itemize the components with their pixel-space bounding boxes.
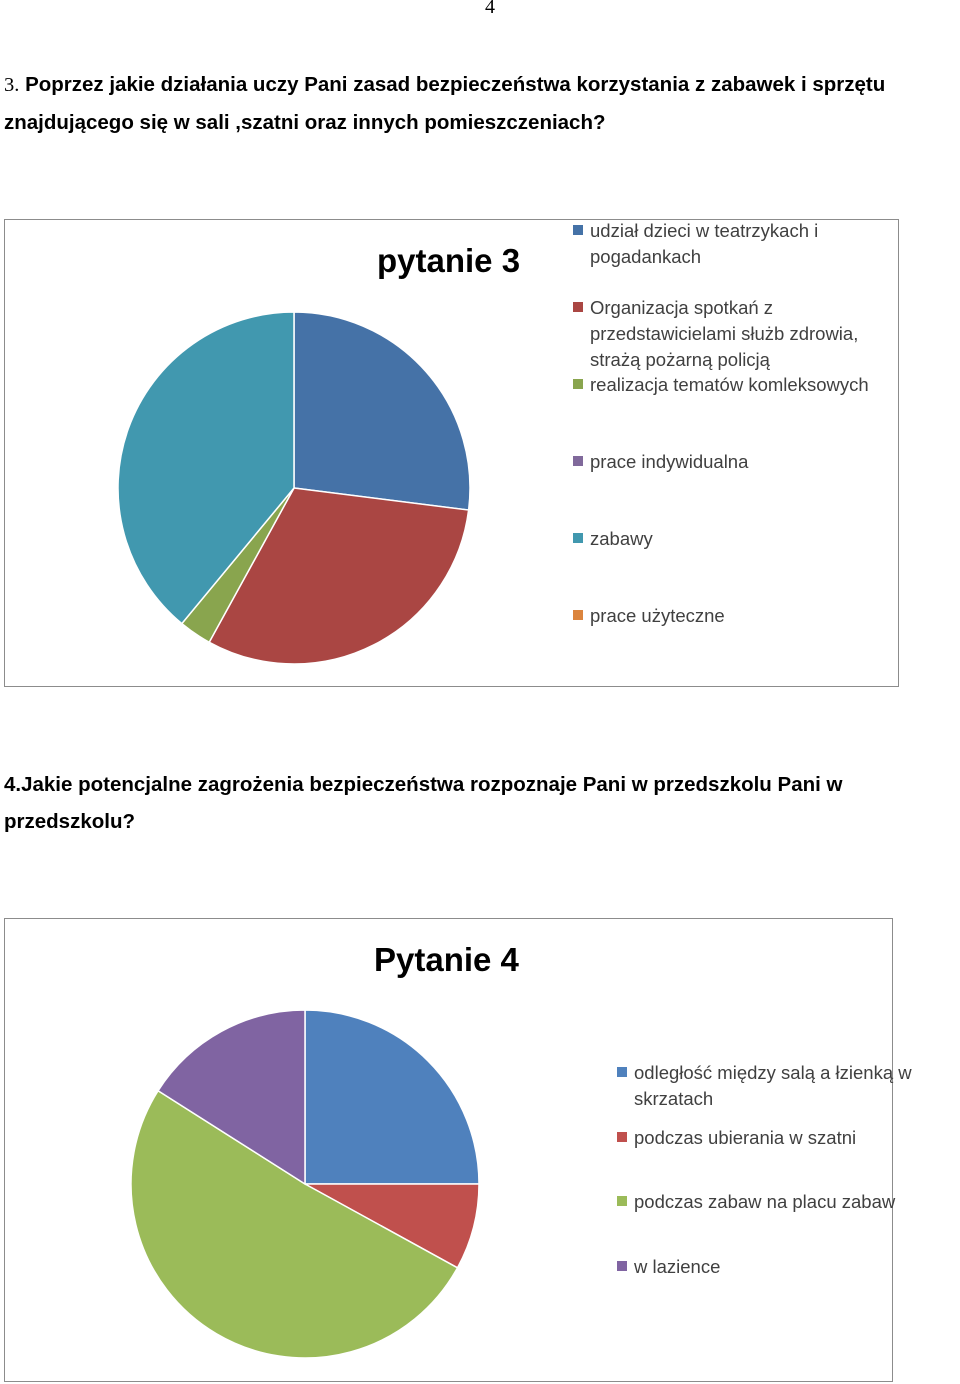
legend-item: podczas ubierania w szatni bbox=[617, 1125, 937, 1151]
pie-slice bbox=[157, 1009, 306, 1186]
legend-label: zabawy bbox=[590, 528, 653, 549]
pie-slice bbox=[117, 311, 295, 625]
legend-swatch bbox=[617, 1261, 627, 1271]
legend-swatch bbox=[573, 379, 583, 389]
legend-label: podczas ubierania w szatni bbox=[634, 1127, 857, 1148]
legend-label: Organizacja spotkań z przedstawicielami … bbox=[590, 297, 859, 370]
legend-swatch bbox=[573, 225, 583, 235]
pie-chart bbox=[117, 311, 471, 665]
legend-item: udział dzieci w teatrzykach i pogadankac… bbox=[573, 218, 893, 270]
legend-swatch bbox=[573, 302, 583, 312]
legend-item: Organizacja spotkań z przedstawicielami … bbox=[573, 295, 893, 373]
question-4: 4.Jakie potencjalne zagrożenia bezpiecze… bbox=[4, 766, 959, 840]
chart-title: pytanie 3 bbox=[377, 242, 521, 279]
legend-swatch bbox=[573, 610, 583, 620]
legend-label: realizacja tematów komleksowych bbox=[590, 374, 869, 395]
question-3: 3. Poprzez jakie działania uczy Pani zas… bbox=[4, 66, 959, 141]
chart-pytanie-4: Pytanie 4 odległość między salą a łzienk… bbox=[4, 918, 912, 1382]
legend-swatch bbox=[573, 533, 583, 543]
pie-slice bbox=[130, 1089, 459, 1359]
legend-item: podczas zabaw na placu zabaw bbox=[617, 1189, 937, 1215]
legend-label: prace indywidualna bbox=[590, 451, 749, 472]
chart-title: Pytanie 4 bbox=[374, 941, 519, 978]
question-3-number: 3. bbox=[4, 74, 20, 96]
legend-item: realizacja tematów komleksowych bbox=[573, 372, 893, 398]
legend-item: prace indywidualna bbox=[573, 449, 893, 475]
legend-label: prace użyteczne bbox=[590, 605, 725, 626]
page-number: 4 bbox=[485, 0, 495, 18]
legend-swatch bbox=[617, 1067, 627, 1077]
legend-swatch bbox=[573, 456, 583, 466]
legend-item: w lazience bbox=[617, 1254, 937, 1280]
chart-pytanie-3: pytanie 3 udział dzieci w teatrzykach i … bbox=[4, 219, 899, 687]
legend-label: udział dzieci w teatrzykach i pogadankac… bbox=[590, 220, 819, 267]
question-4-text: 4.Jakie potencjalne zagrożenia bezpiecze… bbox=[4, 773, 843, 833]
legend-item: prace użyteczne bbox=[573, 603, 893, 629]
pie-slice bbox=[293, 311, 471, 511]
legend-label: podczas zabaw na placu zabaw bbox=[634, 1191, 896, 1212]
pie-chart bbox=[130, 1009, 480, 1359]
legend-swatch bbox=[617, 1132, 627, 1142]
pie-slice bbox=[304, 1009, 480, 1185]
pie-slice bbox=[208, 487, 470, 665]
legend-label: w lazience bbox=[634, 1256, 721, 1277]
legend-item: zabawy bbox=[573, 526, 893, 552]
legend-label: odległość między salą a łzienką w skrzat… bbox=[634, 1062, 912, 1109]
legend-item: odległość między salą a łzienką w skrzat… bbox=[617, 1060, 937, 1112]
question-3-text: Poprzez jakie działania uczy Pani zasad … bbox=[4, 73, 886, 134]
legend-swatch bbox=[617, 1196, 627, 1206]
